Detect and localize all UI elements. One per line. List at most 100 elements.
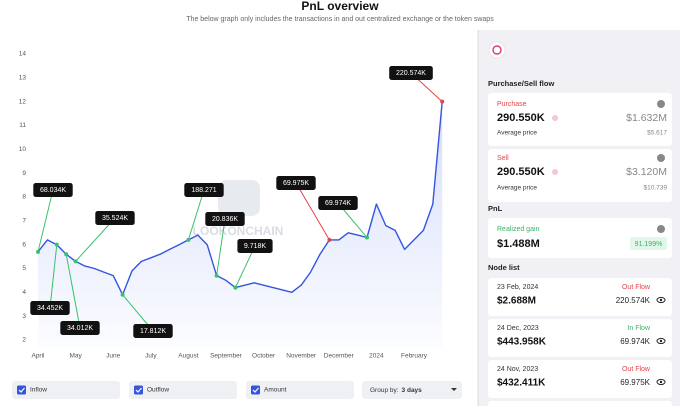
annotation-box [133, 324, 173, 338]
section-title: PnL [488, 204, 503, 213]
node-date: 24 Nov, 2023 [497, 366, 538, 373]
toggle[interactable] [12, 381, 120, 399]
watermark-logo [218, 180, 260, 216]
y-tick-label: 14 [19, 51, 27, 58]
toggle-label: Outflow [147, 387, 169, 394]
chart: 2 3 4 5 6 7 8 9 10 11 12 13 14 April May June July August… [19, 51, 445, 360]
checkbox[interactable] [251, 385, 260, 395]
node-usd: $2.688M [497, 296, 536, 307]
watermark: LOOKONCHAIN [193, 224, 284, 238]
eye-pupil [659, 380, 663, 384]
annotation-label: 188.271 [191, 187, 216, 194]
annotation-label: 17.812K [140, 328, 166, 335]
toggle[interactable] [129, 381, 237, 399]
y-tick-label: 6 [22, 241, 26, 248]
node-date: 23 Feb, 2024 [497, 284, 538, 291]
annotation-box [95, 211, 135, 225]
card-label: Sell [497, 155, 509, 162]
node-card[interactable] [488, 319, 672, 357]
eye-icon[interactable] [656, 337, 666, 345]
group-by-select[interactable] [362, 381, 462, 399]
annotation-leader [216, 218, 226, 276]
annotation-leader [49, 244, 58, 309]
x-tick-label: 2024 [369, 353, 384, 360]
annotation-leader [187, 189, 205, 241]
group-by-label: Group by: [370, 387, 399, 394]
annotation-label: 20.836K [212, 216, 238, 223]
x-tick-label: July [145, 353, 157, 360]
x-tick-label: September [210, 353, 243, 360]
y-tick-label: 9 [22, 170, 26, 177]
x-tick-label: November [286, 353, 317, 360]
section-title: Node list [488, 263, 520, 272]
toggle[interactable] [246, 381, 354, 399]
token-icon [488, 41, 506, 59]
annotation-box [30, 301, 70, 315]
usd: $3.120M [626, 166, 667, 178]
toggle-label: Amount [264, 387, 287, 394]
annotation-point [120, 292, 125, 297]
annotation-point [365, 235, 369, 240]
annotation-label: 34.452K [37, 305, 63, 312]
subtitle: The below graph only includes the transa… [186, 16, 494, 23]
checkmark [135, 387, 142, 393]
annotation-label: 220.574K [396, 70, 426, 77]
annotation-point [36, 249, 40, 254]
section-title: Purchase/Sell flow [488, 79, 554, 88]
node-flow: In Flow [627, 325, 651, 332]
avg-label: Average price [497, 185, 537, 192]
card-label: Purchase [497, 101, 527, 108]
y-tick-label: 4 [22, 289, 26, 296]
annotation-point [64, 252, 69, 257]
y-tick-label: 13 [19, 75, 27, 82]
node-card[interactable] [488, 278, 672, 316]
annotation-label: 68.034K [40, 187, 66, 194]
token-icon-inner [492, 45, 502, 55]
amount: 290.550K [497, 112, 545, 124]
y-tick-label: 8 [22, 194, 26, 201]
node-list: 23 Feb, 2024 Out Flow $2.688M 220.574K 24 De… [488, 278, 672, 411]
toggle-label: Inflow [30, 387, 47, 394]
annotation-leader [75, 217, 116, 262]
node-date: 24 Dec, 2023 [497, 325, 539, 332]
checkbox[interactable] [17, 385, 26, 395]
annotation-box [389, 66, 433, 80]
usd: $1.632M [626, 112, 667, 124]
node-card[interactable] [488, 360, 672, 398]
annotation-point [440, 99, 445, 104]
node-tokens: 220.574K [616, 296, 651, 305]
y-tick-label: 7 [22, 218, 26, 225]
checkbox[interactable] [134, 385, 143, 395]
controls: Inflow Outflow Amount Group by: 3 days [12, 381, 462, 399]
node-flow: Out Flow [622, 284, 651, 291]
y-tick-label: 5 [22, 265, 26, 272]
eye-icon[interactable] [656, 296, 666, 304]
card [488, 149, 672, 202]
node-card [488, 401, 672, 411]
annotation-label: 69.974K [325, 200, 351, 207]
card [488, 218, 672, 258]
annotation-label: 69.975K [283, 180, 309, 187]
help-icons [552, 100, 665, 233]
x-tick-label: October [252, 353, 276, 360]
x-tick-label: December [324, 353, 355, 360]
checkmark [252, 387, 259, 393]
node-flow: Out Flow [622, 366, 651, 373]
annotation-point [186, 237, 191, 242]
avg-label: Average price [497, 130, 537, 137]
annotation-box [33, 183, 73, 197]
annotation-point [54, 242, 59, 247]
annotation-leader [37, 189, 54, 252]
annotation-box [318, 196, 358, 210]
amount: 290.550K [497, 166, 545, 178]
annotation-leader [65, 254, 81, 329]
node-tokens: 69.975K [620, 378, 650, 387]
annotation-label: 9.718K [244, 243, 267, 250]
dropdown-arrow [451, 388, 457, 391]
x-tick-label: February [401, 353, 428, 360]
eye-icon[interactable] [656, 378, 666, 386]
eye-pupil [659, 298, 663, 302]
annotation-point [214, 273, 219, 278]
y-tick-label: 12 [19, 98, 27, 105]
